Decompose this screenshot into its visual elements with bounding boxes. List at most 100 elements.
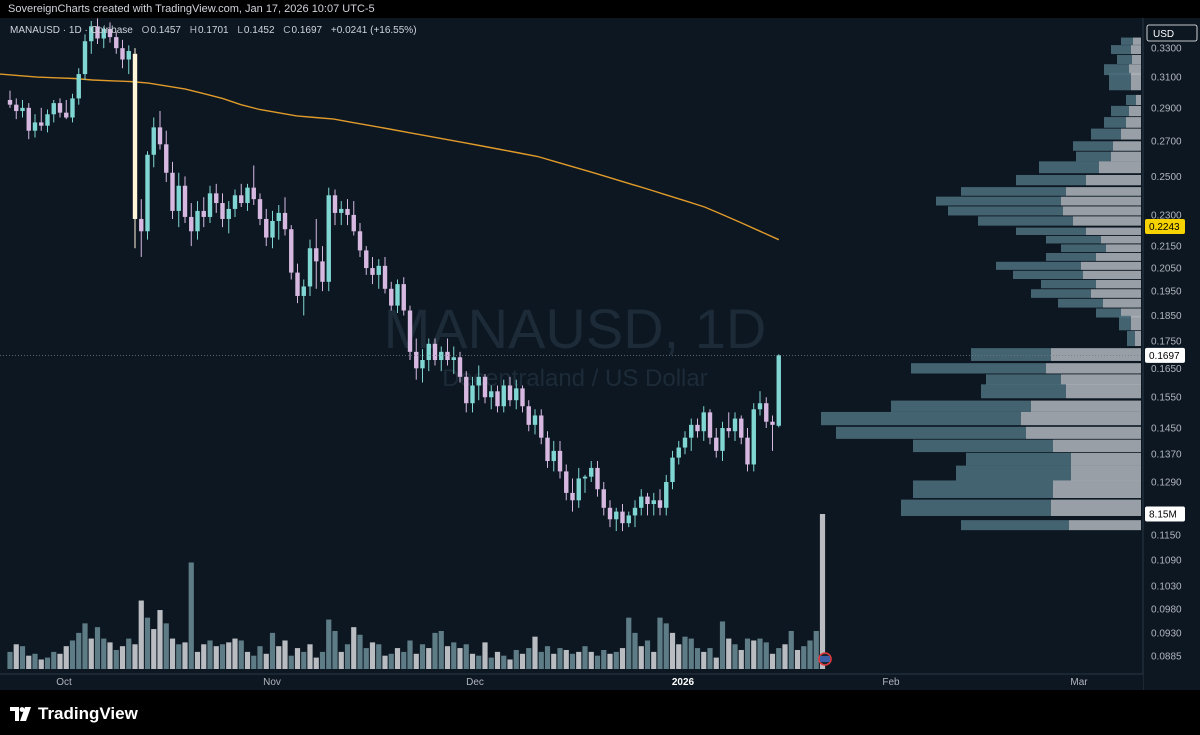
volume-value-label: 8.15M xyxy=(1149,510,1177,521)
candle-body xyxy=(701,412,706,432)
candle-body xyxy=(507,385,513,401)
volume-profile-dark-bar xyxy=(1117,54,1132,65)
candle-body xyxy=(382,265,388,289)
candle-body xyxy=(195,210,200,232)
volume-bar xyxy=(519,653,526,669)
candle-body xyxy=(145,154,150,232)
volume-bar xyxy=(263,653,269,669)
volume-bar xyxy=(426,648,432,669)
candle-body xyxy=(682,437,688,448)
time-tick-label: Feb xyxy=(882,677,900,688)
price-tick-label: 0.2500 xyxy=(1151,172,1182,183)
currency-button[interactable] xyxy=(1146,24,1198,42)
volume-profile-dark-bar xyxy=(1109,72,1131,91)
volume-bar xyxy=(326,619,332,669)
volume-bar xyxy=(788,630,794,669)
time-tick-label: Mar xyxy=(1070,677,1088,688)
volume-bar xyxy=(119,646,126,669)
candle-body xyxy=(607,507,613,520)
tradingview-brand-text: TradingView xyxy=(38,704,138,723)
candle-body xyxy=(514,388,519,401)
candle-body xyxy=(370,268,375,275)
candle-body xyxy=(732,418,738,432)
price-tick-label: 0.0980 xyxy=(1151,604,1182,615)
candle-body xyxy=(401,284,406,311)
volume-bar xyxy=(351,627,357,669)
candle-body xyxy=(770,421,775,425)
candle-body xyxy=(45,114,50,126)
currency-label: USD xyxy=(1153,29,1174,40)
ma-price-badge xyxy=(1145,219,1185,235)
candle-body xyxy=(20,107,25,112)
chart-panel[interactable]: MANAUSD, 1D Decentraland / US Dollar USD 0.… xyxy=(0,18,1200,690)
candle-body xyxy=(639,496,644,508)
time-tick-label: 2026 xyxy=(672,677,695,688)
candle-body xyxy=(739,418,744,438)
volume-profile-dark-bar xyxy=(1039,161,1099,174)
candle-body xyxy=(601,489,606,508)
volume-bar xyxy=(144,617,151,669)
candle-body xyxy=(326,195,331,282)
candle-body xyxy=(270,220,275,238)
volume-bar xyxy=(663,623,669,669)
volume-bar xyxy=(469,653,476,669)
volume-bar xyxy=(251,655,257,669)
volume-bar xyxy=(694,648,701,669)
volume-profile-light-bar xyxy=(1073,216,1141,226)
candle-body xyxy=(301,286,306,296)
volume-bar xyxy=(69,640,76,669)
candle-body xyxy=(239,195,244,204)
price-tick-label: 0.2050 xyxy=(1151,264,1182,275)
volume-bar xyxy=(357,634,363,669)
volume-profile-light-bar xyxy=(1131,72,1141,91)
candle-body xyxy=(257,199,263,219)
volume-bar xyxy=(307,644,313,669)
volume-bar xyxy=(613,651,619,669)
candle-body xyxy=(214,193,219,204)
candle-body xyxy=(576,478,581,501)
volume-bar xyxy=(669,632,676,669)
volume-bar xyxy=(488,657,494,669)
volume-bar xyxy=(563,649,569,669)
volume-bar xyxy=(126,638,132,669)
volume-bar xyxy=(138,600,144,669)
volume-bar xyxy=(163,623,169,669)
volume-profile-light-bar xyxy=(1121,128,1141,140)
volume-profile-dark-bar xyxy=(1127,331,1135,347)
candle-body xyxy=(120,48,125,60)
candle-body xyxy=(139,218,144,232)
last-price-label: 0.1697 xyxy=(1149,351,1180,362)
volume-profile-dark-bar xyxy=(913,439,1053,453)
volume-bar xyxy=(813,630,819,669)
volume-profile-dark-bar xyxy=(911,363,1046,374)
tradingview-logo[interactable]: TradingView xyxy=(10,704,138,724)
volume-profile-light-bar xyxy=(1131,315,1141,331)
volume-profile-dark-bar xyxy=(1076,151,1111,162)
price-tick-label: 0.2150 xyxy=(1151,242,1182,253)
candle-body xyxy=(632,507,638,516)
watermark-subtitle: Decentraland / US Dollar xyxy=(442,365,707,392)
candle-body xyxy=(151,127,156,155)
volume-profile-light-bar xyxy=(1083,270,1141,280)
volume-profile-light-bar xyxy=(1096,253,1141,261)
volume-bar xyxy=(582,646,588,669)
candle-body xyxy=(689,424,694,438)
volume-bar xyxy=(744,638,751,669)
volume-bar xyxy=(94,627,101,669)
volume-profile-light-bar xyxy=(1061,196,1141,206)
volume-profile-dark-bar xyxy=(956,465,1071,481)
volume-bar xyxy=(276,646,282,669)
volume-bar xyxy=(438,630,444,669)
volume-bar xyxy=(557,648,563,669)
volume-bar xyxy=(513,649,519,669)
volume-profile-light-bar xyxy=(1099,161,1141,174)
candle-body xyxy=(339,208,344,213)
volume-bar xyxy=(538,651,544,669)
candle-body xyxy=(26,107,31,131)
volume-bar xyxy=(638,646,644,669)
tradingview-logo-icon xyxy=(10,707,31,721)
volume-bar xyxy=(432,632,438,669)
volume-bar xyxy=(782,644,788,669)
candle-body xyxy=(489,391,494,398)
